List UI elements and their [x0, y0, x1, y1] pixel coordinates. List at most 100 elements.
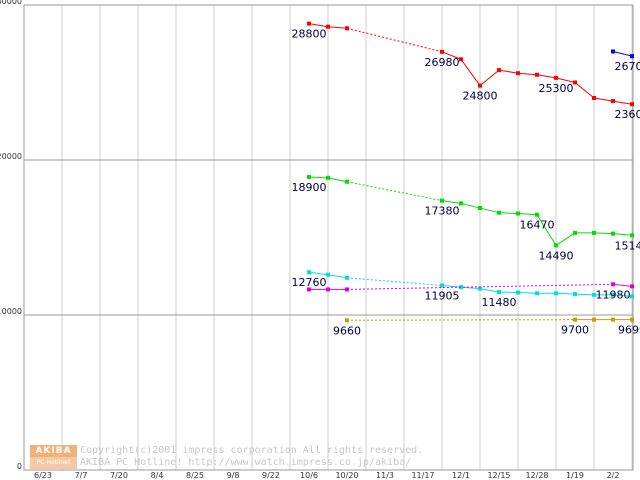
data-point: [630, 294, 634, 299]
series-segment: [574, 293, 595, 296]
data-label: 24800: [463, 90, 498, 103]
data-point: [478, 286, 482, 291]
x-tick-label: 8/4: [151, 471, 164, 480]
x-tick-label: 10/20: [335, 471, 358, 480]
plot-border: [23, 4, 634, 471]
data-point: [440, 283, 444, 288]
data-point: [497, 290, 501, 295]
x-tick-label: 6/23: [34, 471, 52, 480]
series-segment: [555, 77, 576, 83]
series-segment: [308, 271, 329, 276]
data-label: 9699: [618, 324, 640, 337]
data-point: [440, 198, 444, 203]
data-label: 23600: [615, 108, 640, 121]
x-tick-label: 11/17: [411, 471, 434, 480]
copyright-text: Copyright(c)2001 impress corporation All…: [80, 445, 424, 456]
data-point: [497, 68, 501, 73]
data-label: 11905: [425, 289, 460, 302]
data-point: [554, 291, 558, 296]
data-point: [535, 212, 539, 217]
data-point: [307, 287, 311, 292]
data-point: [573, 230, 577, 235]
series-segment: [574, 82, 595, 99]
data-label: 12760: [292, 276, 327, 289]
data-point: [630, 54, 634, 59]
x-tick-label: 12/28: [525, 471, 548, 480]
data-point: [630, 233, 634, 238]
series-segment: [555, 292, 576, 295]
series-segment: [498, 212, 519, 214]
series-segment: [536, 74, 557, 79]
series-segment: [479, 288, 500, 293]
data-point: [459, 57, 463, 62]
y-tick-label: 20000: [0, 152, 22, 161]
data-point: [478, 206, 482, 211]
series-segment: [441, 51, 462, 60]
akiba-logo-top: AKIBA: [30, 445, 77, 457]
data-point: [307, 175, 311, 180]
data-point: [516, 71, 520, 76]
x-tick-label: 7/20: [110, 471, 128, 480]
data-point: [611, 292, 615, 297]
series-cyan: [307, 270, 634, 299]
series-segment: [479, 207, 500, 214]
series-blue: [611, 49, 634, 59]
series-red: [307, 21, 634, 107]
y-tick-label: 0: [17, 462, 22, 471]
chart-grid: [23, 4, 634, 471]
series-segment: [346, 319, 576, 321]
data-point: [440, 49, 444, 54]
series-segment: [498, 69, 519, 74]
data-point: [345, 287, 349, 292]
x-tick-label: 11/3: [376, 471, 394, 480]
series-segment: [460, 202, 481, 209]
data-point: [592, 96, 596, 100]
x-tick-label: 9/22: [262, 471, 280, 480]
series-segment: [441, 284, 462, 288]
x-tick-label: 8/25: [186, 471, 204, 480]
series-segment: [346, 277, 443, 286]
y-tick-label: 10000: [0, 307, 22, 316]
data-point: [345, 26, 349, 31]
data-point: [459, 201, 463, 206]
data-label: 9700: [561, 324, 589, 337]
data-point: [497, 210, 501, 215]
data-point: [611, 231, 615, 236]
data-point: [630, 317, 634, 322]
data-point: [573, 292, 577, 297]
data-point: [516, 290, 520, 295]
data-point: [592, 292, 596, 297]
series-segment: [327, 26, 348, 29]
data-point: [535, 72, 539, 77]
y-tick-label: 30000: [0, 0, 22, 6]
site-url-text: AKIBA PC Hotline! http://www.watch.impre…: [80, 457, 412, 468]
x-tick-label: 10/6: [300, 471, 318, 480]
data-label: 28800: [292, 28, 327, 41]
data-point: [592, 230, 596, 235]
series-segment: [517, 72, 538, 76]
data-label: 26980: [425, 56, 460, 69]
series-segment: [308, 176, 329, 179]
chart-data-labels: 28800 26980 24800 25300 26700 23600 18900 17380…: [292, 28, 640, 338]
data-label: 11480: [482, 296, 517, 309]
data-label: 11980: [596, 288, 631, 301]
x-tick-label: 12/1: [452, 471, 470, 480]
data-point: [459, 285, 463, 290]
data-point: [630, 102, 634, 107]
series-olive: [345, 317, 634, 323]
data-point: [573, 80, 577, 85]
series-segment: [593, 232, 614, 235]
data-point: [611, 317, 615, 322]
series-segment: [555, 232, 576, 246]
series-segment: [612, 51, 633, 57]
series-segment: [308, 23, 329, 28]
x-tick-label: 9/8: [227, 471, 240, 480]
data-point: [345, 318, 349, 323]
series-segment: [327, 274, 348, 279]
series-green: [307, 175, 634, 248]
data-point: [611, 49, 615, 54]
series-segment: [479, 69, 500, 86]
series-segment: [612, 294, 633, 297]
akiba-logo: AKIBA PC Hotline!: [30, 445, 77, 469]
